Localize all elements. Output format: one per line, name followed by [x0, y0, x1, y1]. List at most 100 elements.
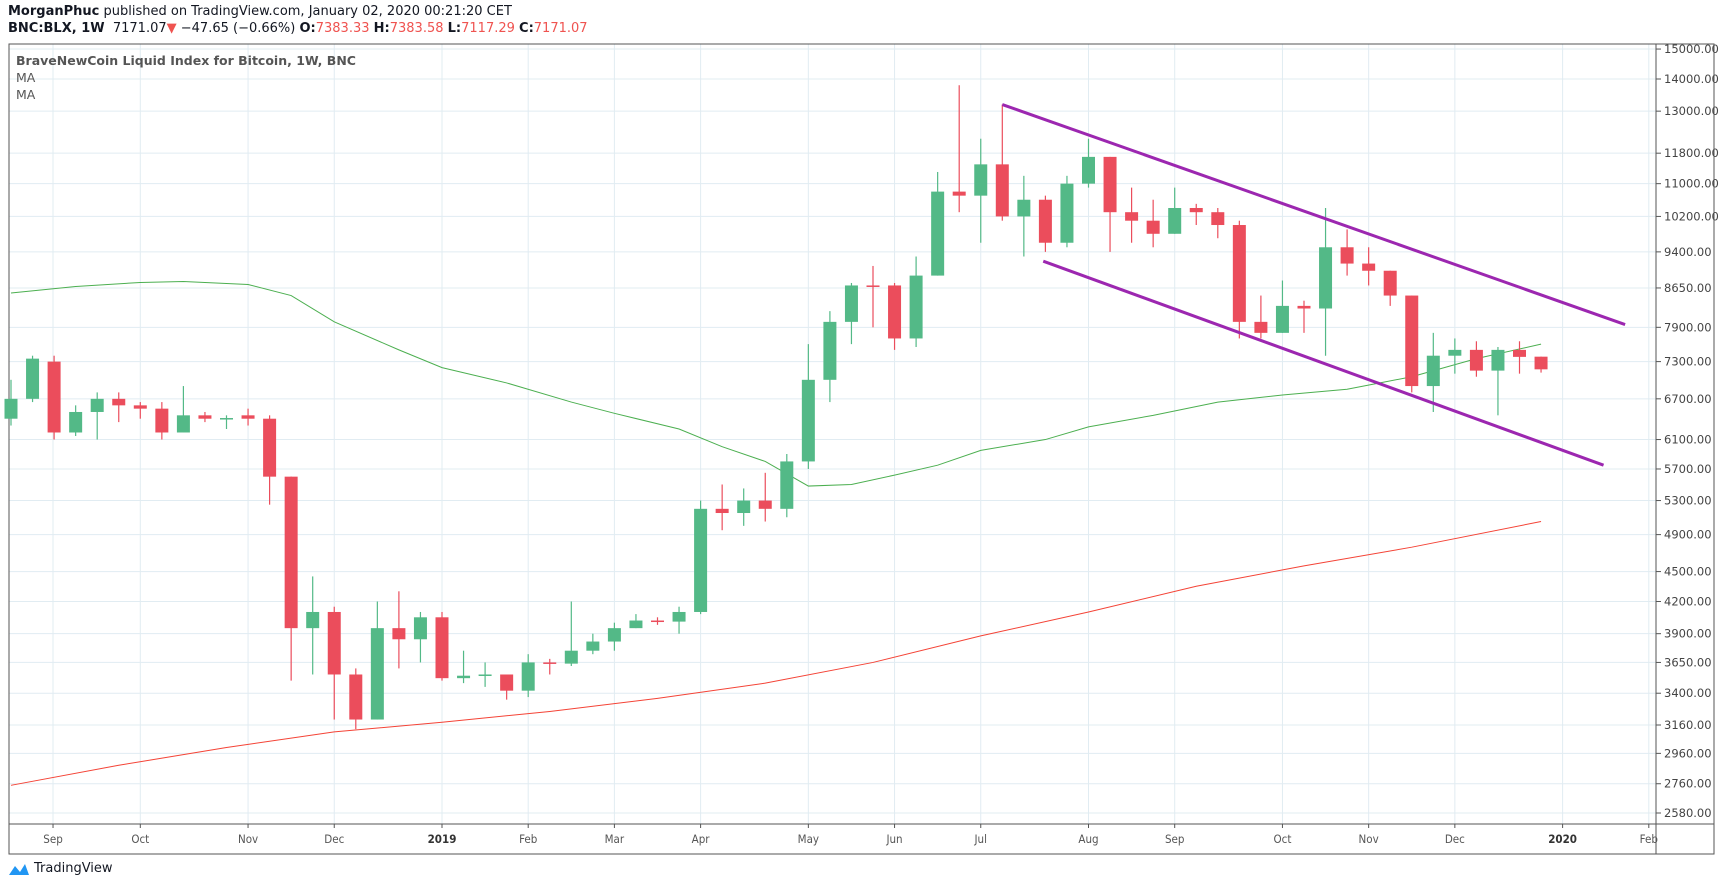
ma-legend-1[interactable]: MA — [16, 70, 36, 85]
candle-body — [1426, 355, 1440, 387]
x-tick-label: Oct — [1274, 832, 1292, 846]
series-title: BraveNewCoin Liquid Index for Bitcoin, 1… — [16, 53, 356, 68]
candle-body — [133, 405, 147, 409]
candle-body — [1319, 247, 1333, 309]
candle — [995, 104, 1009, 221]
x-tick-label: May — [798, 832, 819, 846]
candle — [694, 500, 708, 615]
candle — [780, 454, 794, 518]
candle-body — [909, 275, 923, 339]
candle — [844, 282, 858, 345]
ohlc-bar: BNC:BLX, 1W 7171.07▼ −47.65 (−0.66%) O:7… — [8, 21, 588, 36]
chart-legend: BraveNewCoin Liquid Index for Bitcoin, 1… — [16, 52, 356, 103]
candle — [112, 392, 126, 423]
candle — [801, 344, 815, 469]
candle — [1426, 332, 1440, 412]
candle — [1340, 229, 1354, 276]
y-tick-label: 6700.00 — [1664, 392, 1712, 406]
last-price: 7171.07 — [112, 21, 167, 36]
candle-body — [69, 411, 83, 433]
candle-body — [112, 398, 126, 406]
candle — [4, 379, 18, 426]
candle-body — [1060, 183, 1074, 243]
candle-body — [715, 508, 729, 514]
candle — [1168, 187, 1182, 234]
candle — [1513, 341, 1526, 374]
candle — [629, 614, 643, 629]
candle-body — [866, 285, 880, 287]
x-tick-label: Mar — [605, 832, 625, 846]
candle — [1405, 295, 1419, 393]
candle-body — [47, 361, 61, 433]
y-tick-label: 8650.00 — [1664, 281, 1712, 295]
candle — [543, 658, 557, 675]
candle — [90, 392, 104, 440]
candle-body — [220, 418, 233, 420]
candle-body — [327, 611, 341, 675]
candle — [413, 611, 427, 663]
candle — [1469, 341, 1483, 377]
y-tick-label: 3650.00 — [1664, 655, 1712, 669]
candle — [500, 674, 514, 700]
candle — [1491, 346, 1505, 416]
candle — [220, 415, 233, 430]
close-value: 7171.07 — [533, 21, 588, 36]
candle-body — [284, 476, 298, 629]
candle — [1189, 203, 1203, 226]
high-value: 7383.58 — [389, 21, 444, 36]
chart-frame — [8, 43, 1715, 855]
candle-body — [521, 662, 535, 691]
candle — [1017, 175, 1031, 257]
candle — [1297, 300, 1311, 333]
candle-body — [672, 611, 686, 622]
candle — [1082, 138, 1095, 188]
x-tick-label: Sep — [1165, 832, 1185, 846]
ma-slow-line — [10, 521, 1542, 786]
candle-body — [241, 415, 255, 419]
candle — [564, 601, 578, 667]
x-tick-label: Oct — [131, 832, 149, 846]
x-tick-label: 2019 — [428, 832, 457, 846]
candle-body — [629, 620, 643, 629]
candle-body — [758, 500, 772, 509]
candle-body — [478, 674, 492, 676]
author-name[interactable]: MorganPhuc — [8, 4, 100, 19]
candle-body — [1448, 349, 1462, 356]
x-tick-label: Jun — [885, 832, 902, 846]
candle-body — [349, 674, 363, 720]
candle-body — [1017, 199, 1031, 217]
candle-body — [1211, 212, 1225, 226]
y-tick-label: 15000.00 — [1664, 42, 1719, 56]
ma-legend-2[interactable]: MA — [16, 87, 36, 102]
candle — [155, 402, 169, 440]
candle — [1275, 280, 1289, 333]
candle-body — [1297, 305, 1311, 309]
x-tick-label: 2020 — [1548, 832, 1577, 846]
candle — [198, 411, 212, 423]
candle — [888, 282, 902, 350]
candle-body — [823, 321, 837, 380]
open-value: 7383.33 — [315, 21, 370, 36]
x-tick-label: Feb — [1640, 832, 1658, 846]
candle-body — [435, 617, 449, 679]
candle — [47, 355, 61, 440]
candle — [306, 576, 320, 675]
tradingview-logo[interactable]: TradingView — [8, 861, 113, 876]
x-tick-label: Dec — [324, 832, 344, 846]
candle-body — [1362, 263, 1376, 271]
y-tick-label: 2580.00 — [1664, 806, 1712, 820]
candle — [737, 488, 751, 526]
candle-body — [844, 285, 858, 322]
candle — [586, 633, 600, 655]
candle — [1060, 175, 1074, 248]
y-tick-label: 14000.00 — [1664, 72, 1719, 86]
x-tick-label: Jul — [974, 832, 987, 846]
candle-body — [1275, 305, 1289, 333]
y-tick-label: 5700.00 — [1664, 462, 1712, 476]
candle — [1211, 207, 1225, 239]
candle-body — [155, 408, 169, 433]
candle — [241, 408, 255, 426]
candle-body — [370, 628, 384, 720]
candle-body — [198, 415, 212, 419]
